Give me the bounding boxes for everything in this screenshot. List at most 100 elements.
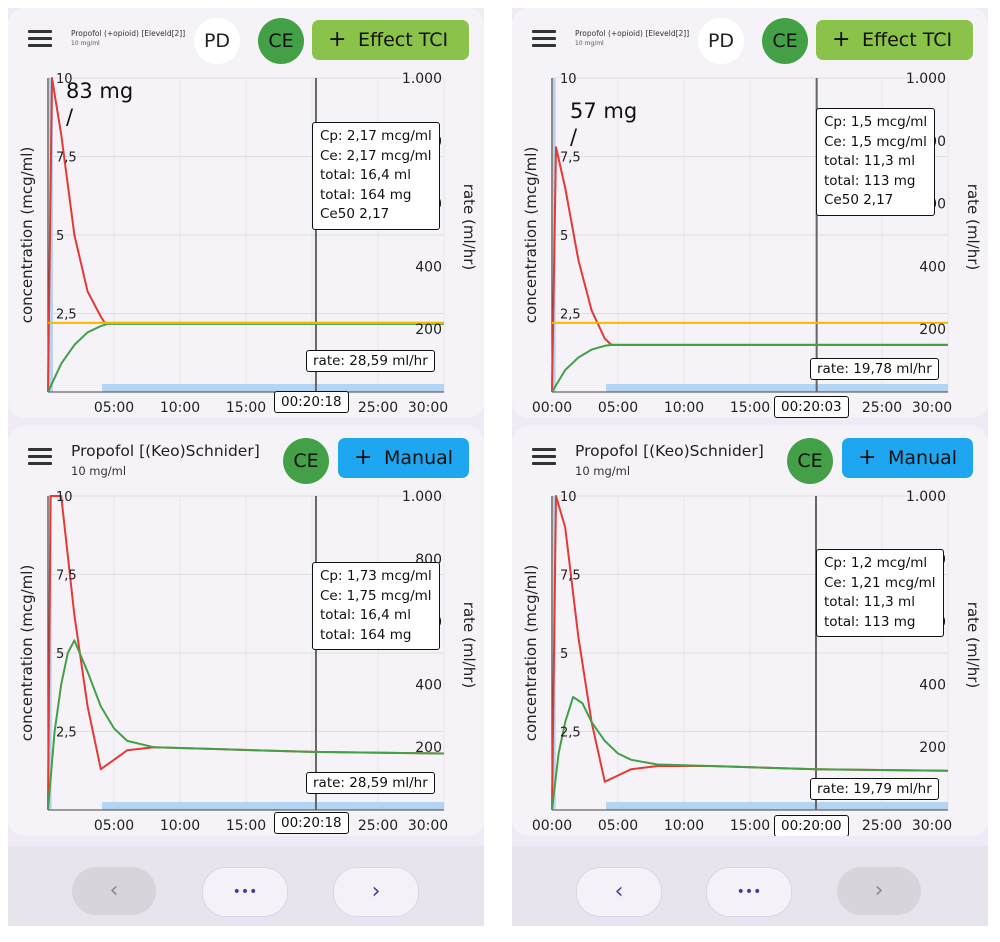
pd-button[interactable]: PD bbox=[698, 18, 744, 64]
bolus-separator: / bbox=[570, 125, 578, 149]
time-cursor-readout: 00:20:03 bbox=[774, 396, 849, 418]
effect-concentration-line bbox=[47, 322, 444, 393]
concentration-info-box: Cp: 1,5 mcg/ml Ce: 1,5 mcg/ml total: 11,… bbox=[816, 108, 936, 216]
y2-tick-label: 400 bbox=[415, 677, 442, 693]
ce-value: Ce: 1,75 mcg/ml bbox=[320, 587, 432, 604]
ce-button[interactable]: CE bbox=[258, 18, 304, 64]
x-tick-label: 10:00 bbox=[160, 400, 200, 416]
drug-concentration: 10 mg/ml bbox=[575, 40, 604, 47]
total-ml-value: total: 16,4 ml bbox=[320, 167, 411, 183]
cp-value: Cp: 1,5 mcg/ml bbox=[824, 114, 928, 130]
x-tick-label: 10:00 bbox=[664, 818, 704, 834]
bottom-drug-panel: Propofol [(Keo)Schnider] 10 mg/ml CE + Ma… bbox=[512, 426, 988, 836]
time-cursor-readout: 00:20:18 bbox=[274, 812, 349, 834]
y-tick-label: 7,5 bbox=[560, 569, 581, 584]
x-tick-label: 15:00 bbox=[730, 818, 770, 834]
cp-value: Cp: 2,17 mcg/ml bbox=[320, 128, 432, 144]
ce-value: Ce: 2,17 mcg/ml bbox=[320, 147, 432, 164]
concentration-chart: 107,552,51.00080060040020005:0010:0015:0… bbox=[18, 489, 478, 834]
y-tick-label: 7,5 bbox=[56, 569, 77, 584]
right-screen: Propofol (+opioid) [Eleveld[2]] 10 mg/ml… bbox=[512, 8, 988, 926]
y-axis-label: concentration (mcg/ml) bbox=[522, 565, 540, 742]
bolus-amount: 83 mg bbox=[66, 79, 134, 103]
manual-button[interactable]: + Manual bbox=[842, 438, 973, 478]
previous-button[interactable]: ‹ bbox=[576, 867, 662, 917]
y2-axis-label: rate (ml/hr) bbox=[964, 602, 982, 688]
y2-tick-label: 1.000 bbox=[402, 489, 442, 505]
time-cursor-readout: 00:20:00 bbox=[774, 815, 849, 836]
y-tick-label: 5 bbox=[560, 229, 568, 244]
y2-tick-label: 200 bbox=[415, 740, 442, 756]
hamburger-menu-icon[interactable] bbox=[28, 448, 52, 466]
x-tick-label: 30:00 bbox=[912, 400, 952, 416]
panel-header: Propofol [(Keo)Schnider] 10 mg/ml CE + Ma… bbox=[8, 426, 484, 488]
y2-tick-label: 200 bbox=[919, 322, 946, 338]
ce-button[interactable]: CE bbox=[787, 438, 833, 484]
infusion-rate-bar bbox=[102, 384, 445, 392]
hamburger-menu-icon[interactable] bbox=[28, 30, 52, 48]
effect-tci-button[interactable]: + Effect TCI bbox=[312, 20, 469, 60]
drug-concentration: 10 mg/ml bbox=[575, 464, 631, 478]
y-tick-label: 7,5 bbox=[56, 151, 77, 166]
next-button[interactable]: › bbox=[837, 867, 921, 915]
drug-concentration: 10 mg/ml bbox=[71, 464, 127, 478]
x-tick-label: 00:00 bbox=[532, 818, 572, 834]
y-tick-label: 7,5 bbox=[560, 151, 581, 166]
effect-concentration-line bbox=[47, 639, 445, 811]
more-options-button[interactable]: ••• bbox=[706, 867, 792, 917]
y2-tick-label: 1.000 bbox=[906, 71, 946, 87]
total-ml-value: total: 11,3 ml bbox=[824, 153, 915, 169]
manual-label: Manual bbox=[888, 447, 958, 469]
manual-label: Manual bbox=[384, 447, 454, 469]
next-button[interactable]: › bbox=[333, 867, 419, 917]
total-ml-value: total: 16,4 ml bbox=[320, 607, 411, 623]
time-cursor-readout: 00:20:18 bbox=[274, 391, 349, 413]
bolus-dose-label: 57 mg / bbox=[570, 98, 637, 150]
panel-header: Propofol [(Keo)Schnider] 10 mg/ml CE + Ma… bbox=[512, 426, 988, 488]
bottom-drug-panel: Propofol [(Keo)Schnider] 10 mg/ml CE + Ma… bbox=[8, 426, 484, 836]
pd-button[interactable]: PD bbox=[194, 18, 240, 64]
y-tick-label: 2,5 bbox=[560, 308, 581, 323]
x-tick-label: 05:00 bbox=[94, 818, 134, 834]
x-tick-label: 15:00 bbox=[730, 400, 770, 416]
y-tick-label: 5 bbox=[56, 229, 64, 244]
hamburger-menu-icon[interactable] bbox=[532, 448, 556, 466]
x-tick-label: 00:00 bbox=[532, 400, 572, 416]
more-options-button[interactable]: ••• bbox=[202, 867, 288, 917]
y-tick-label: 10 bbox=[560, 490, 577, 505]
effect-concentration-line bbox=[551, 343, 948, 393]
infusion-rate-bar bbox=[606, 802, 948, 810]
bolus-amount: 57 mg bbox=[570, 99, 638, 123]
y2-tick-label: 1.000 bbox=[906, 489, 946, 505]
left-screen: Propofol (+opioid) [Eleveld[2]] 10 mg/ml… bbox=[8, 8, 484, 926]
x-tick-label: 25:00 bbox=[358, 400, 398, 416]
total-ml-value: total: 11,3 ml bbox=[824, 594, 915, 610]
y2-tick-label: 1.000 bbox=[402, 71, 442, 87]
plus-icon: + bbox=[858, 445, 877, 470]
drug-title: Propofol [(Keo)Schnider] bbox=[575, 442, 764, 460]
plasma-concentration-line bbox=[47, 77, 444, 393]
bolus-separator: / bbox=[66, 105, 74, 129]
ce-button[interactable]: CE bbox=[762, 18, 808, 64]
bolus-rate-bar bbox=[49, 496, 52, 810]
y-axis-label: concentration (mcg/ml) bbox=[18, 147, 36, 324]
plasma-concentration-line bbox=[551, 146, 948, 393]
ce-button[interactable]: CE bbox=[283, 438, 329, 484]
concentration-chart: 107,552,51.00080060040020000:0005:0010:0… bbox=[522, 489, 982, 834]
y-tick-label: 2,5 bbox=[56, 726, 77, 741]
total-mg-value: total: 164 mg bbox=[320, 626, 412, 643]
hamburger-menu-icon[interactable] bbox=[532, 30, 556, 48]
x-tick-label: 30:00 bbox=[912, 818, 952, 834]
previous-button[interactable]: ‹ bbox=[72, 867, 156, 915]
y2-tick-label: 200 bbox=[415, 322, 442, 338]
y-tick-label: 2,5 bbox=[560, 726, 581, 741]
total-mg-value: total: 164 mg bbox=[320, 186, 412, 203]
bottom-navigation: ‹ ••• › bbox=[8, 846, 484, 926]
ce-value: Ce: 1,5 mcg/ml bbox=[824, 133, 927, 150]
infusion-rate-bar bbox=[606, 384, 948, 392]
ce-value: Ce: 1,21 mcg/ml bbox=[824, 574, 936, 591]
infusion-rate-bar bbox=[102, 802, 445, 810]
manual-button[interactable]: + Manual bbox=[338, 438, 469, 478]
ce50-value: Ce50 2,17 bbox=[824, 192, 894, 208]
effect-tci-button[interactable]: + Effect TCI bbox=[816, 20, 973, 60]
